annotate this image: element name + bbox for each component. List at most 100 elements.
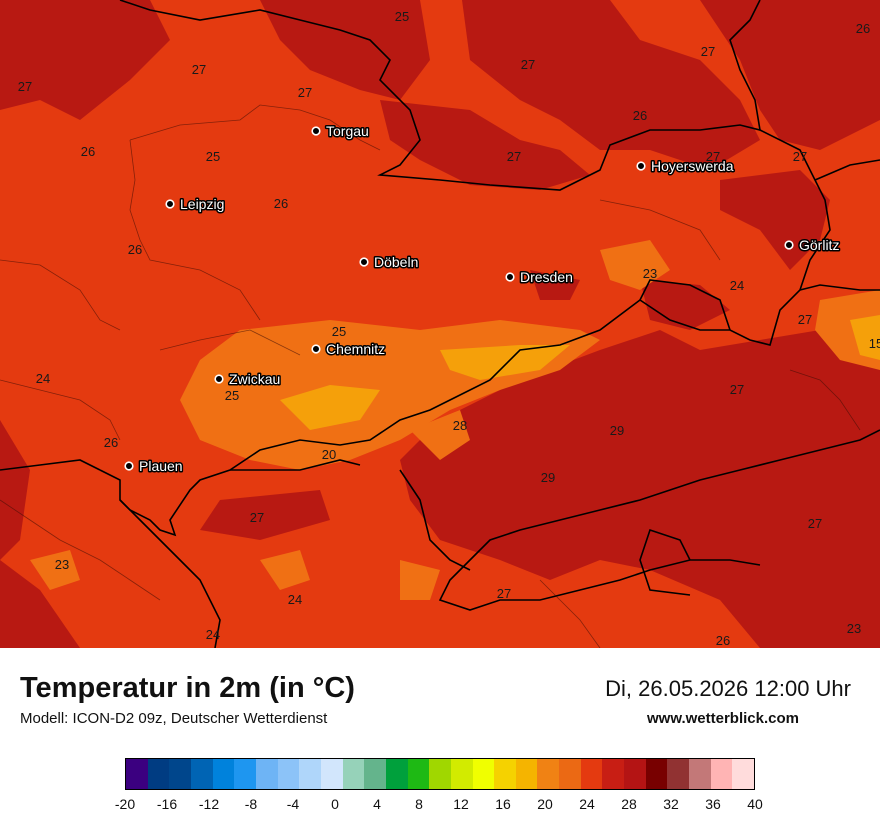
isotherm-label: 26 <box>104 435 118 450</box>
isotherm-label: 25 <box>225 388 239 403</box>
isotherm-label: 27 <box>701 44 715 59</box>
colorbar-swatch <box>364 759 386 789</box>
colorbar-swatch <box>190 759 213 789</box>
colorbar-swatch <box>450 759 473 789</box>
colorbar-tick-label: -4 <box>286 796 300 812</box>
city-label: Hoyerswerda <box>651 158 734 174</box>
city-dot <box>505 272 515 282</box>
colorbar-swatch <box>169 759 191 789</box>
isotherm-label: 25 <box>395 9 409 24</box>
isotherm-label: 27 <box>730 382 744 397</box>
colorbar-swatch <box>667 759 690 789</box>
city-hoyerswerda: Hoyerswerda <box>636 157 735 176</box>
colorbar-tick-label: 24 <box>579 796 595 812</box>
isotherm-label: 27 <box>507 149 521 164</box>
city-dot <box>359 257 369 267</box>
city-görlitz: Görlitz <box>784 236 841 255</box>
isotherm-label: 25 <box>332 324 346 339</box>
isotherm-label: 15 <box>869 336 880 351</box>
colorbar-tick-label: -16 <box>156 796 178 812</box>
colorbar-swatch <box>407 759 430 789</box>
forecast-datetime: Di, 26.05.2026 12:00 Uhr <box>605 676 851 701</box>
colorbar-swatch <box>277 759 300 789</box>
city-döbeln: Döbeln <box>359 253 420 272</box>
colorbar-swatch <box>147 759 170 789</box>
colorbar-swatch <box>255 759 278 789</box>
isotherm-label: 23 <box>643 266 657 281</box>
map-footer: Temperatur in 2m (in °C) Modell: ICON-D2… <box>0 648 880 830</box>
city-label: Zwickau <box>229 371 280 387</box>
city-dot <box>124 461 134 471</box>
isotherm-label: 26 <box>81 144 95 159</box>
colorbar-tick-label: -8 <box>244 796 258 812</box>
colorbar-swatch <box>710 759 733 789</box>
city-label: Chemnitz <box>326 341 385 357</box>
colorbar-ticks: -20 -16 -12 -8 -4 0 4 8 12 16 20 24 28 32 36 40 <box>115 796 763 816</box>
temperature-map: 25 26 27 27 27 27 27 26 25 26 27 27 27 26 26 24 23 24 25 27… <box>0 0 880 648</box>
colorbar-tick-label: 36 <box>705 796 721 812</box>
city-dot <box>214 374 224 384</box>
colorbar-tick-label: 20 <box>537 796 553 812</box>
city-dot <box>784 240 794 250</box>
temp-zone-hot <box>0 0 880 648</box>
city-label: Döbeln <box>374 254 418 270</box>
isotherm-label: 26 <box>716 633 730 648</box>
isotherm-label: 23 <box>847 621 861 636</box>
isotherm-label: 20 <box>322 447 336 462</box>
isotherm-label: 24 <box>206 627 220 642</box>
city-label: Görlitz <box>799 237 839 253</box>
colorbar-tick-label: -20 <box>114 796 136 812</box>
city-dot <box>636 161 646 171</box>
isotherm-label: 29 <box>541 470 555 485</box>
isotherm-label: 27 <box>706 149 720 164</box>
isotherm-labels: 25 26 27 27 27 27 27 26 25 26 27 27 27 26 26 24 23 24 25 27… <box>18 9 880 648</box>
isotherm-label: 24 <box>288 592 302 607</box>
temperature-colorbar <box>125 758 755 790</box>
colorbar-swatch <box>472 759 495 789</box>
isotherm-label: 24 <box>405 255 419 270</box>
isotherm-label: 26 <box>128 242 142 257</box>
colorbar-swatch <box>732 759 755 789</box>
model-source: Modell: ICON-D2 09z, Deutscher Wetterdie… <box>20 710 328 727</box>
city-plauen: Plauen <box>124 457 184 476</box>
city-label: Plauen <box>139 458 183 474</box>
colorbar-tick-label: 28 <box>621 796 637 812</box>
isotherm-label: 27 <box>798 312 812 327</box>
colorbar-tick-label: 40 <box>747 796 763 812</box>
city-dot <box>165 199 175 209</box>
city-torgau: Torgau <box>311 122 370 141</box>
colorbar-tick-label: 16 <box>495 796 511 812</box>
colorbar-tick-label: 4 <box>373 796 381 812</box>
colorbar-swatch <box>645 759 668 789</box>
colorbar-swatch <box>559 759 581 789</box>
colorbar-swatch <box>515 759 538 789</box>
website-credit: www.wetterblick.com <box>647 710 799 727</box>
city-label: Torgau <box>326 123 369 139</box>
borders <box>0 0 880 648</box>
isotherm-label: 29 <box>610 423 624 438</box>
city-chemnitz: Chemnitz <box>311 340 387 359</box>
isotherm-label: 28 <box>453 418 467 433</box>
city-leipzig: Leipzig <box>165 195 226 214</box>
colorbar-tick-label: 0 <box>331 796 339 812</box>
isotherm-label: 27 <box>497 586 511 601</box>
colorbar-swatch <box>537 759 560 789</box>
isotherm-label: 27 <box>18 79 32 94</box>
colorbar-swatch <box>602 759 625 789</box>
map-title: Temperatur in 2m (in °C) <box>20 672 355 704</box>
colorbar-tick-label: -12 <box>198 796 220 812</box>
temp-zone-mild <box>280 315 880 430</box>
colorbar-swatch <box>689 759 711 789</box>
isotherm-label: 27 <box>250 510 264 525</box>
colorbar-swatch <box>126 759 148 789</box>
isotherm-label: 24 <box>730 278 744 293</box>
city-dot <box>311 126 321 136</box>
isotherm-label: 26 <box>274 196 288 211</box>
colorbar-swatch <box>429 759 451 789</box>
isotherm-label: 27 <box>192 62 206 77</box>
isotherm-label: 26 <box>633 108 647 123</box>
city-label: Leipzig <box>180 196 224 212</box>
isotherm-label: 25 <box>206 149 220 164</box>
isotherm-label: 27 <box>808 516 822 531</box>
isotherm-label: 24 <box>36 371 50 386</box>
